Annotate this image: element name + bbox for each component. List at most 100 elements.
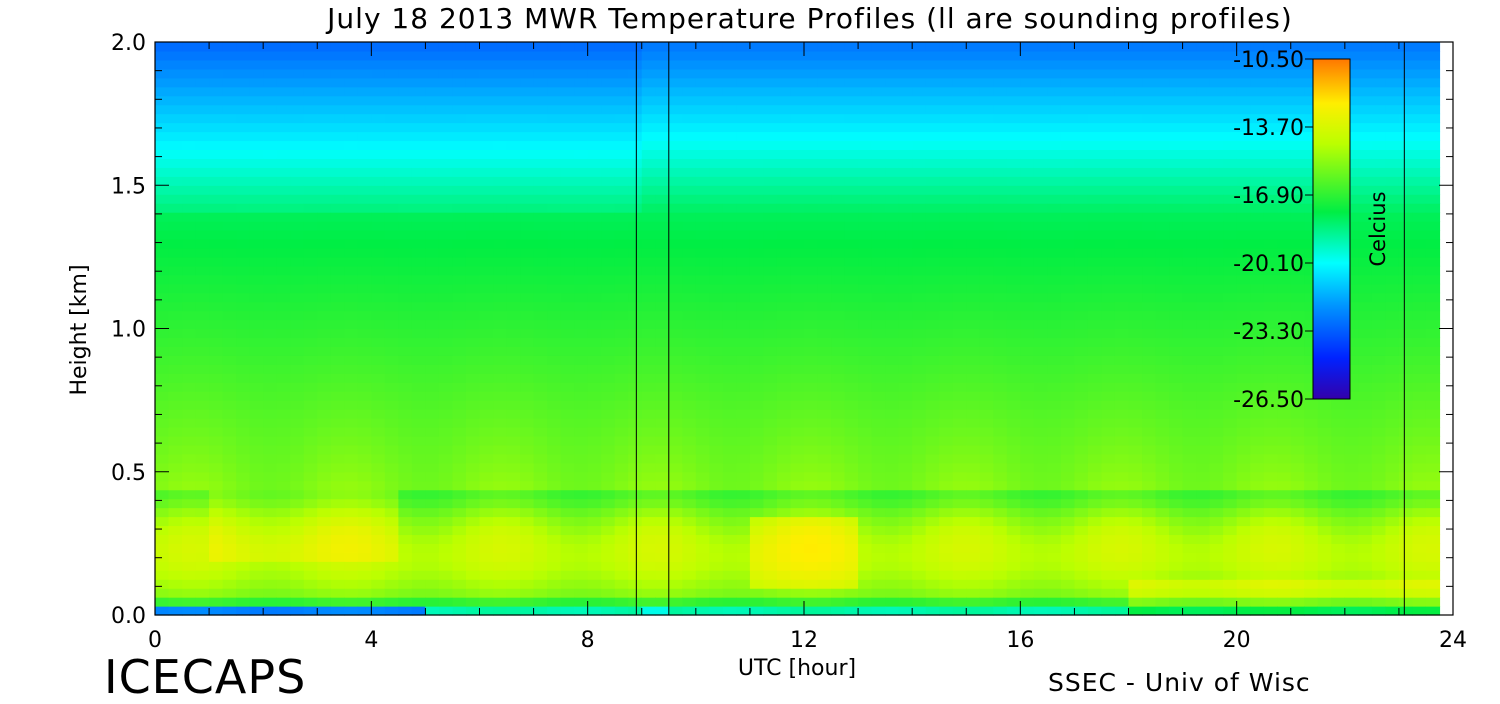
heatmap-cell (804, 445, 818, 455)
heatmap-cell (669, 51, 683, 61)
heatmap-cell (655, 427, 669, 437)
heatmap-cell (899, 490, 913, 500)
heatmap-cell (1074, 320, 1088, 330)
heatmap-cell (547, 400, 561, 410)
heatmap-cell (1196, 364, 1210, 374)
heatmap-cell (1007, 346, 1021, 356)
heatmap-cell (1196, 481, 1210, 491)
heatmap-cell (425, 221, 439, 231)
heatmap-cell (1047, 588, 1061, 598)
heatmap-cell (209, 445, 223, 455)
heatmap-cell (263, 329, 277, 339)
heatmap-cell (209, 409, 223, 419)
heatmap-cell (831, 517, 845, 527)
heatmap-cell (1129, 293, 1143, 303)
heatmap-cell (425, 382, 439, 392)
heatmap-cell (953, 481, 967, 491)
heatmap-cell (412, 203, 426, 213)
heatmap-cell (642, 42, 656, 52)
heatmap-cell (628, 364, 642, 374)
heatmap-cell (1142, 105, 1156, 115)
heatmap-cell (1169, 373, 1183, 383)
heatmap-cell (480, 454, 494, 464)
heatmap-cell (358, 239, 372, 249)
heatmap-cell (425, 140, 439, 150)
heatmap-cell (277, 373, 291, 383)
heatmap-cell (452, 302, 466, 312)
heatmap-cell (993, 78, 1007, 88)
heatmap-cell (466, 302, 480, 312)
heatmap-cell (939, 105, 953, 115)
heatmap-cell (628, 525, 642, 535)
heatmap-cell (1020, 87, 1034, 97)
heatmap-cell (439, 51, 453, 61)
heatmap-cell (250, 436, 264, 446)
heatmap-cell (601, 275, 615, 285)
heatmap-cell (858, 96, 872, 106)
heatmap-cell (317, 400, 331, 410)
heatmap-cell (358, 570, 372, 580)
heatmap-cell (250, 320, 264, 330)
heatmap-cell (1129, 185, 1143, 195)
heatmap-cell (885, 158, 899, 168)
heatmap-cell (520, 203, 534, 213)
heatmap-cell (439, 508, 453, 518)
heatmap-cell (317, 212, 331, 222)
heatmap-cell (385, 257, 399, 267)
heatmap-cell (1007, 311, 1021, 321)
heatmap-cell (736, 257, 750, 267)
heatmap-cell (1074, 346, 1088, 356)
heatmap-cell (385, 302, 399, 312)
heatmap-cell (709, 257, 723, 267)
heatmap-cell (1142, 176, 1156, 186)
heatmap-cell (696, 203, 710, 213)
heatmap-cell (980, 606, 994, 616)
heatmap-cell (1088, 499, 1102, 509)
heatmap-cell (872, 445, 886, 455)
heatmap-cell (425, 158, 439, 168)
heatmap-cell (304, 561, 318, 571)
heatmap-cell (966, 248, 980, 258)
heatmap-cell (682, 391, 696, 401)
heatmap-cell (466, 96, 480, 106)
heatmap-cell (709, 185, 723, 195)
heatmap-cell (899, 463, 913, 473)
heatmap-cell (723, 606, 737, 616)
heatmap-cell (899, 436, 913, 446)
heatmap-cell (1183, 140, 1197, 150)
heatmap-cell (371, 409, 385, 419)
heatmap-cell (831, 588, 845, 598)
heatmap-cell (723, 149, 737, 159)
heatmap-cell (304, 490, 318, 500)
heatmap-cell (669, 239, 683, 249)
heatmap-cell (507, 212, 521, 222)
heatmap-cell (358, 436, 372, 446)
heatmap-cell (682, 579, 696, 589)
heatmap-cell (1020, 185, 1034, 195)
heatmap-cell (858, 382, 872, 392)
heatmap-cell (277, 579, 291, 589)
heatmap-cell (588, 87, 602, 97)
heatmap-cell (547, 149, 561, 159)
heatmap-cell (344, 96, 358, 106)
heatmap-cell (682, 445, 696, 455)
heatmap-cell (547, 302, 561, 312)
heatmap-cell (385, 346, 399, 356)
heatmap-cell (696, 472, 710, 482)
heatmap-cell (398, 454, 412, 464)
heatmap-cell (1142, 579, 1156, 589)
heatmap-cell (750, 132, 764, 142)
heatmap-cell (317, 382, 331, 392)
heatmap-cell (1169, 266, 1183, 276)
heatmap-cell (290, 329, 304, 339)
heatmap-cell (223, 481, 237, 491)
heatmap-cell (723, 51, 737, 61)
heatmap-cell (1007, 230, 1021, 240)
heatmap-cell (439, 534, 453, 544)
heatmap-cell (682, 606, 696, 616)
heatmap-cell (1007, 140, 1021, 150)
heatmap-cell (520, 123, 534, 133)
heatmap-cell (1088, 114, 1102, 124)
heatmap-cell (669, 427, 683, 437)
heatmap-cell (1169, 552, 1183, 562)
